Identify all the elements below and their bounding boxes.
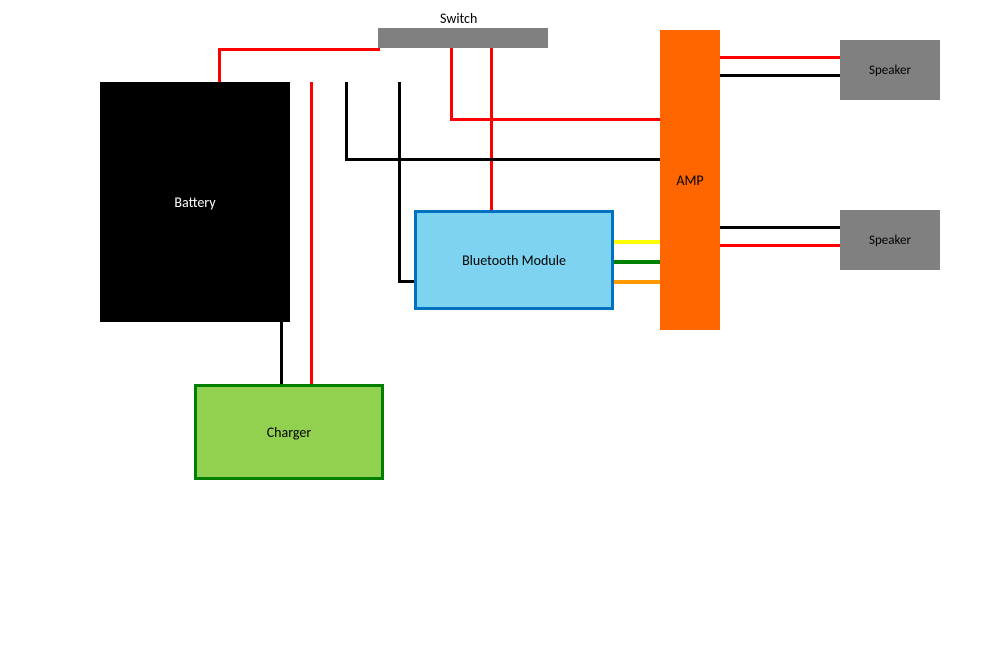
charger-label: Charger [267, 424, 312, 441]
bluetooth-label: Bluetooth Module [462, 252, 566, 269]
amp-label: AMP [676, 172, 703, 189]
wire-bat-switch-red-v [218, 48, 221, 84]
switch-label: Switch [440, 10, 477, 27]
wire-amp-sp1-blk [718, 74, 842, 77]
speaker2-label: Speaker [869, 233, 911, 248]
wire-bat-bt-blk-v [398, 82, 401, 282]
wire-switch-amp-red-h [450, 118, 662, 121]
wire-bat-amp-blk-v [345, 82, 348, 161]
wire-bt-amp-orange [612, 280, 662, 284]
speaker1-block: Speaker [840, 40, 940, 100]
wire-switch-amp-red-v [450, 48, 453, 121]
speaker2-block: Speaker [840, 210, 940, 270]
battery-block: Battery [100, 82, 290, 322]
diagram-stage: Battery Switch Charger Bluetooth Module … [0, 0, 1006, 670]
wire-bat-switch-red-h [218, 48, 380, 51]
wire-amp-sp1-red [718, 56, 842, 59]
charger-block: Charger [194, 384, 384, 480]
wire-bt-amp-yellow [612, 240, 662, 244]
wire-bt-amp-green [612, 260, 662, 264]
amp-block: AMP [660, 30, 720, 330]
wire-amp-sp2-blk [718, 226, 842, 229]
battery-label: Battery [174, 194, 215, 211]
wire-amp-sp2-red [718, 244, 842, 247]
switch-block [378, 28, 548, 48]
speaker1-label: Speaker [869, 63, 911, 78]
wire-switch-bt-red-v [490, 48, 493, 212]
wire-bat-charger-red-v [310, 82, 313, 386]
bluetooth-block: Bluetooth Module [414, 210, 614, 310]
wire-bat-amp-blk-h [345, 158, 662, 161]
